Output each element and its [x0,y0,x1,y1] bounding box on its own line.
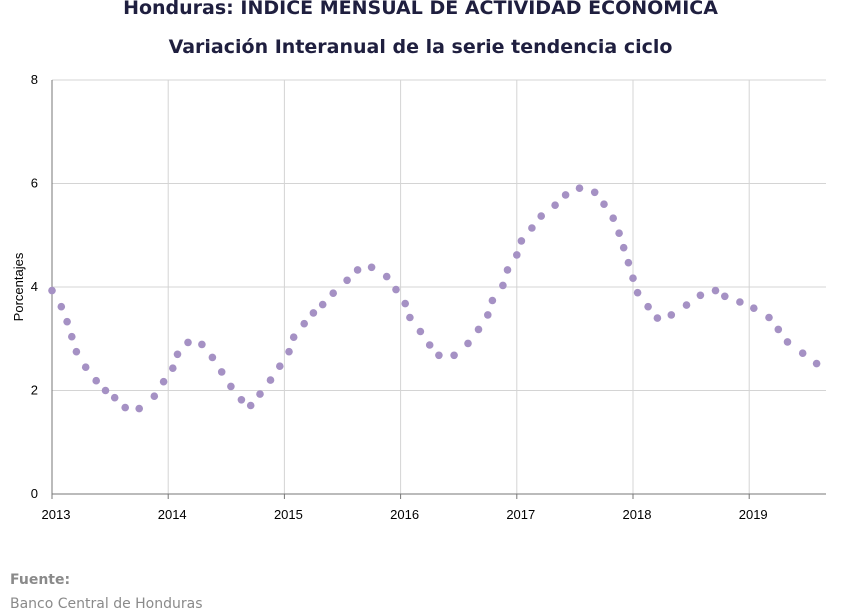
data-point [289,333,298,342]
data-point [619,243,628,252]
data-point [101,386,110,395]
chart-subtitle: Variación Interanual de la serie tendenc… [168,36,673,58]
data-point [774,325,783,334]
data-point [561,191,570,199]
data-point [624,258,633,267]
data-point [750,304,758,313]
x-tick-label: 2019 [739,507,768,522]
data-point [435,351,443,360]
data-point [68,332,76,341]
data-point [57,302,66,311]
source-label: Fuente: [10,572,71,588]
data-point [329,289,338,298]
data-point [517,237,526,245]
data-point [217,368,226,376]
data-point [121,403,129,412]
data-point [590,188,599,197]
data-point [343,276,351,285]
data-point [367,263,376,272]
source-value: Banco Central de Honduras [10,596,203,612]
data-point [401,299,410,308]
y-tick-label: 2 [31,383,38,398]
data-point [169,364,177,373]
data-point [382,272,391,281]
y-tick-label: 0 [31,486,38,501]
data-point [110,393,119,402]
data-point [696,291,705,300]
data-point [237,396,246,404]
data-point [63,317,71,326]
data-point [721,292,729,301]
data-point [633,288,642,297]
data-point [615,229,623,237]
data-point [318,300,327,309]
x-tick-label: 2013 [42,507,71,522]
data-point [464,339,472,348]
data-point [736,298,744,306]
data-point [309,309,318,317]
data-point [135,404,143,413]
data-point [353,266,362,274]
data-point [488,296,497,305]
data-point [48,286,56,295]
data-point [184,338,192,347]
x-tick-labels: 2013 2014 2015 2016 2017 2018 2019 [42,507,768,522]
data-point [528,224,536,232]
data-point [276,362,284,371]
data-point [551,201,559,209]
data-point [537,212,545,220]
data-point [198,340,206,349]
data-point [575,184,584,192]
chart-grid [52,79,826,494]
data-point [208,353,217,362]
data-points [48,184,821,413]
data-point [798,349,807,358]
data-point [81,363,90,372]
x-tick-label: 2015 [274,507,303,522]
data-point [503,266,512,274]
y-tick-label: 6 [31,176,38,191]
data-point [711,286,720,295]
data-point [513,251,521,259]
data-point [474,325,483,334]
data-point [256,390,264,398]
y-tick-label: 8 [31,72,38,87]
data-point [609,214,617,222]
scatter-chart: 0 2 4 6 8 2013 2014 2015 2016 2017 2018 2019 Porce… [11,72,826,522]
data-point [406,313,414,322]
chart-title: Honduras: INDICE MENSUAL DE ACTIVIDAD EC… [123,0,718,19]
x-tick-label: 2016 [390,507,419,522]
data-point [484,311,492,319]
data-point [425,341,434,349]
y-axis-label: Porcentajes [11,252,26,321]
data-point [765,313,773,322]
data-point [266,376,275,384]
x-tick-label: 2014 [158,507,187,522]
data-point [450,351,458,360]
data-point [783,338,792,346]
data-point [227,382,235,391]
y-tick-labels: 0 2 4 6 8 [31,72,38,501]
data-point [682,301,691,309]
data-point [600,200,608,208]
data-point [72,347,81,356]
data-point [285,347,293,356]
data-point [150,392,159,401]
x-tick-label: 2017 [506,507,535,522]
data-point [416,327,425,336]
data-point [653,314,662,322]
data-point [629,274,637,283]
y-tick-label: 4 [31,279,38,294]
data-point [92,376,100,385]
x-tick-label: 2018 [623,507,652,522]
data-point [667,311,676,319]
data-point [812,359,821,368]
data-point [246,401,255,410]
data-point [173,350,182,359]
data-point [499,281,507,290]
data-point [644,302,652,311]
data-point [392,285,400,294]
data-point [159,377,168,386]
data-point [300,319,309,328]
